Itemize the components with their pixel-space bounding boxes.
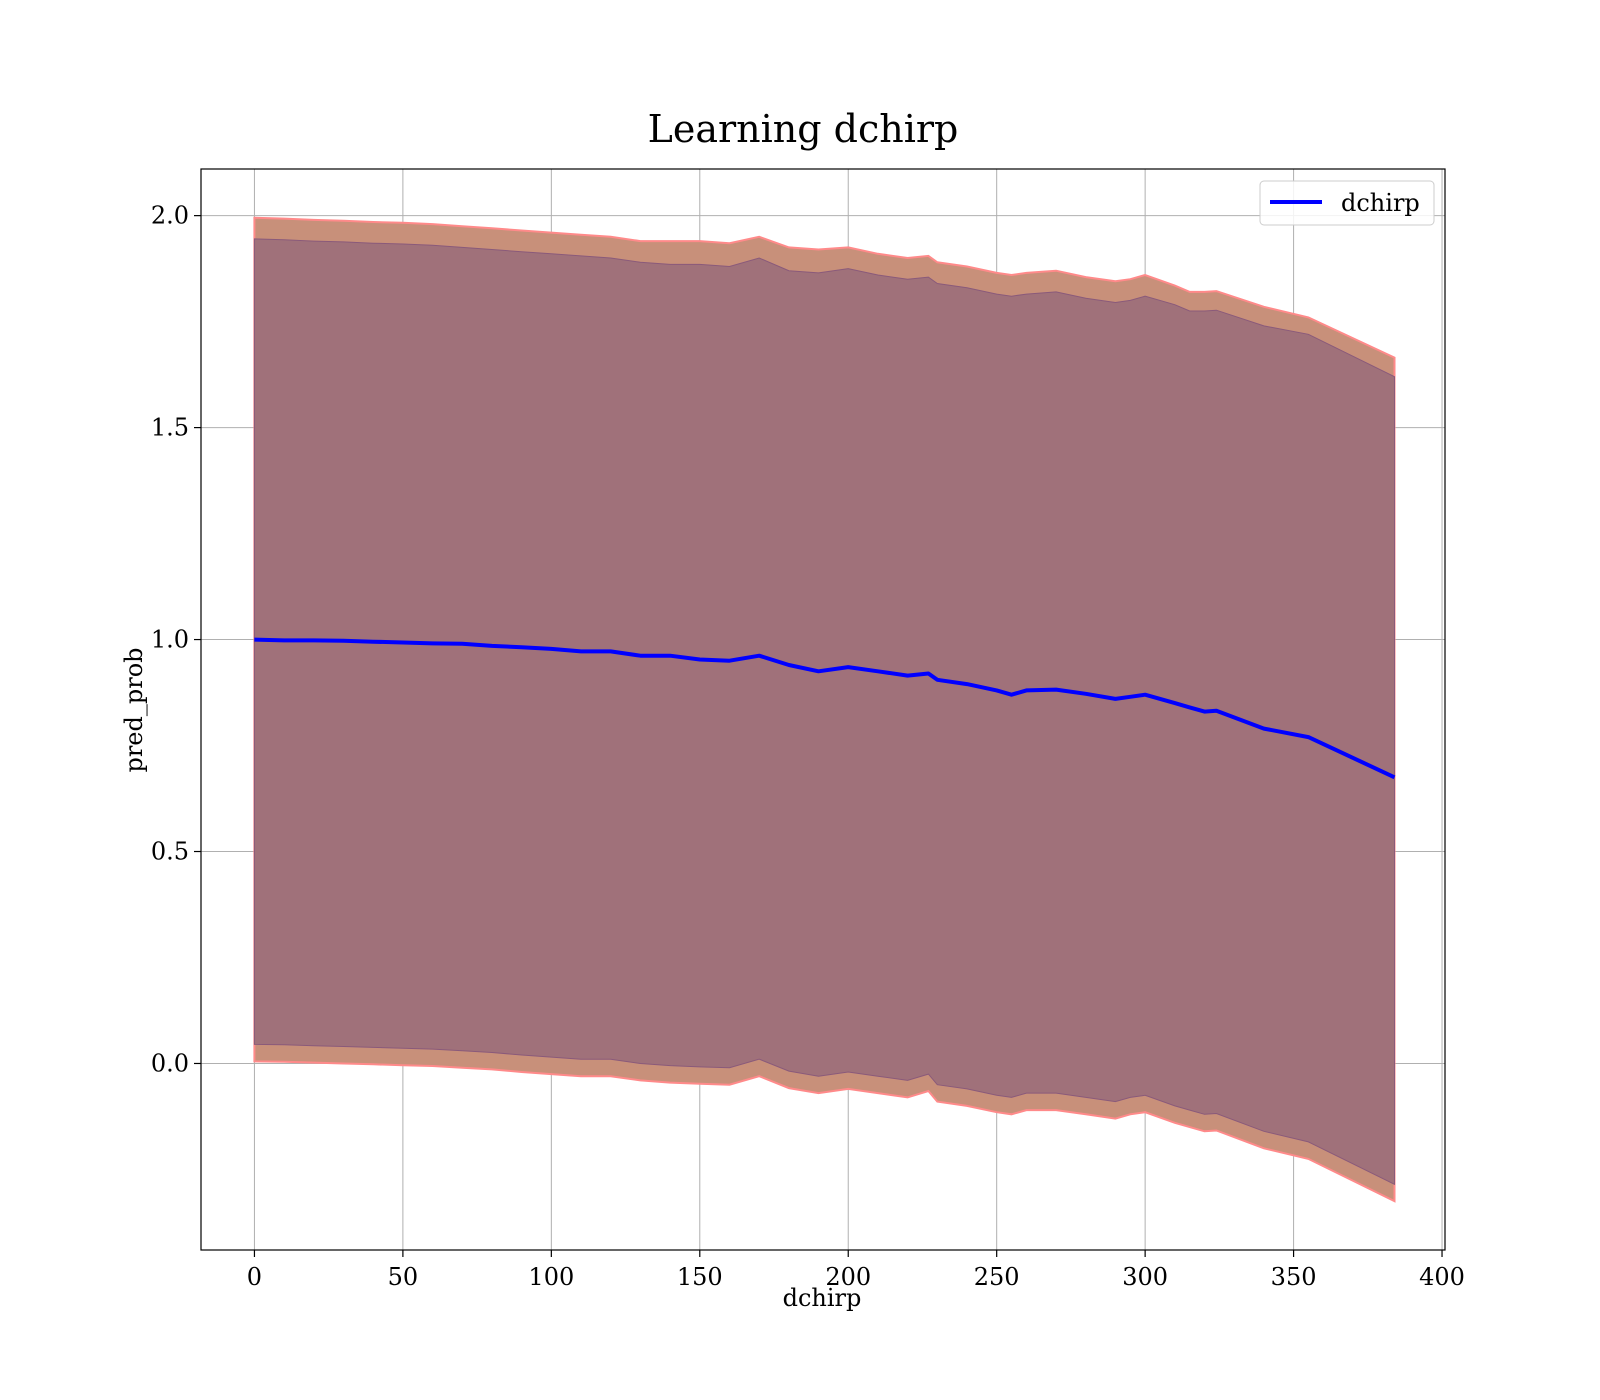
- legend-box: [1259, 180, 1435, 226]
- y-axis-label: pred_prob: [120, 647, 148, 772]
- x-tick-label-300: 300: [1122, 1263, 1168, 1291]
- x-tick-label-0: 0: [247, 1263, 262, 1291]
- x-tick-label-100: 100: [528, 1263, 574, 1291]
- chart-title: Learning dchirp: [648, 107, 959, 151]
- x-tick-label-350: 350: [1271, 1263, 1317, 1291]
- legend: dchirp: [1259, 180, 1435, 226]
- x-tick-label-200: 200: [825, 1263, 871, 1291]
- legend-label-dchirp: dchirp: [1341, 189, 1420, 217]
- x-tick-label-150: 150: [677, 1263, 723, 1291]
- y-axis-ticks: 0.0 0.5 1.0 1.5 2.0: [151, 202, 201, 1077]
- y-tick-label-0.5: 0.5: [151, 838, 189, 866]
- y-tick-label-1.5: 1.5: [151, 414, 189, 442]
- inner-confidence-band: [253, 238, 1395, 1186]
- series-line-dchirp: [254, 637, 1396, 780]
- x-axis-label: dchirp: [783, 1284, 862, 1312]
- x-tick-label-250: 250: [974, 1263, 1020, 1291]
- x-axis-ticks: 0 50 100 150 200 250 300 350 400: [247, 1250, 1465, 1291]
- y-tick-label-0.0: 0.0: [151, 1049, 189, 1077]
- confidence-bands: [253, 216, 1396, 1203]
- y-tick-label-1.0: 1.0: [151, 626, 189, 654]
- x-tick-label-50: 50: [388, 1263, 419, 1291]
- plot-frame: [200, 168, 1446, 1251]
- x-tick-label-400: 400: [1419, 1263, 1465, 1291]
- y-tick-label-2.0: 2.0: [151, 202, 189, 230]
- series-lines: [254, 637, 1396, 780]
